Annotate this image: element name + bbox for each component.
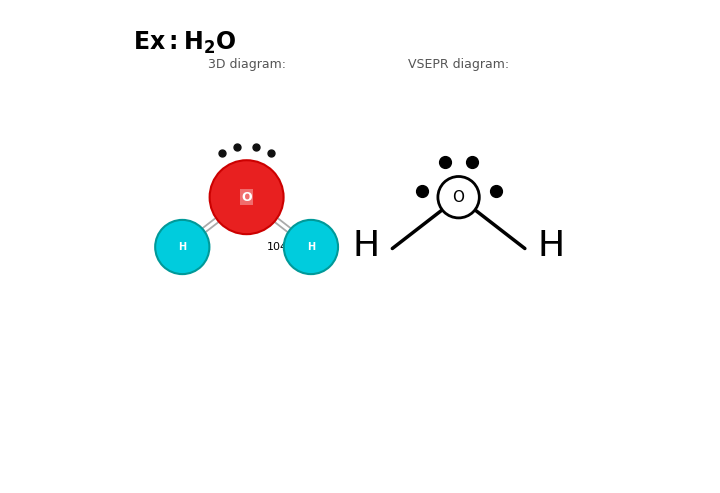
Circle shape: [284, 220, 338, 274]
Text: 3D diagram:: 3D diagram:: [207, 58, 286, 70]
Text: O: O: [453, 190, 464, 205]
Text: H: H: [353, 229, 380, 263]
Circle shape: [156, 220, 210, 274]
Circle shape: [210, 160, 284, 234]
Text: VSEPR diagram:: VSEPR diagram:: [408, 58, 509, 70]
Circle shape: [438, 176, 480, 218]
Text: 104.5°: 104.5°: [266, 242, 304, 251]
Text: H: H: [307, 242, 315, 252]
Text: O: O: [241, 191, 252, 204]
Text: H: H: [179, 242, 186, 252]
Text: $\mathbf{Ex: H_2O}$: $\mathbf{Ex: H_2O}$: [133, 30, 236, 56]
Text: H: H: [537, 229, 564, 263]
